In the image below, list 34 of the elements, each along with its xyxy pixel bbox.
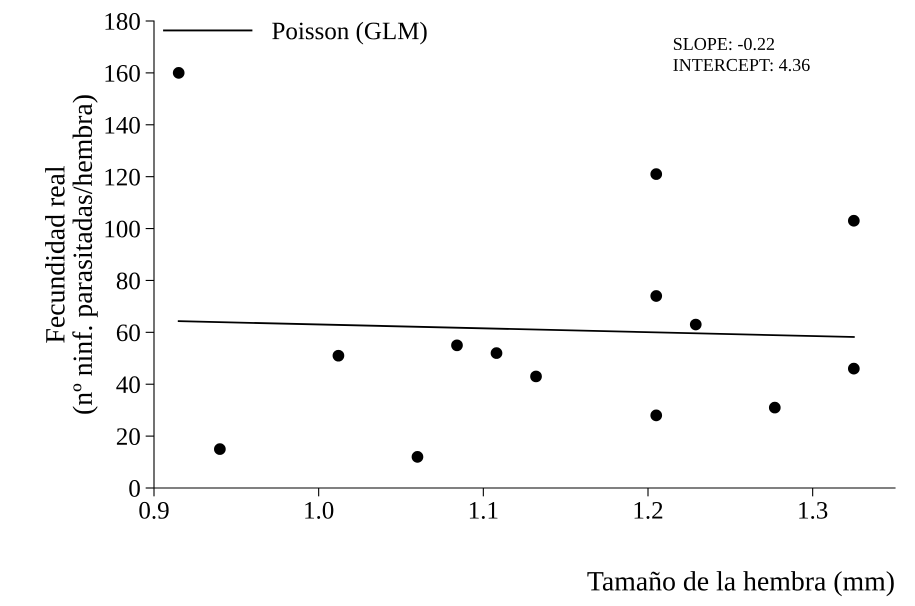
point: [451, 339, 463, 352]
x-tick-label: 1.0: [305, 502, 334, 519]
point: [650, 410, 662, 422]
legend-label: Poisson (GLM): [272, 22, 427, 44]
point: [332, 350, 344, 362]
point: [650, 168, 662, 180]
y-tick-label: 120: [106, 168, 140, 186]
y-tick-label: 100: [106, 220, 140, 238]
point: [848, 362, 860, 374]
point: [490, 347, 502, 359]
annotation: INTERCEPT: 4.36: [673, 58, 810, 72]
y-tick-label: 60: [116, 324, 140, 342]
point: [412, 451, 424, 463]
point: [650, 290, 662, 302]
y-axis-title: Fecundidad real (nº ninf. parasitadas/hembra): [45, 95, 98, 414]
y-tick-label: 180: [106, 13, 140, 30]
x-axis-title: Tamaño de la hembra (mm): [587, 571, 894, 596]
annotation: SLOPE: -0.22: [674, 38, 774, 50]
point: [172, 67, 185, 79]
point: [690, 318, 702, 330]
y-tick-label: 140: [106, 116, 140, 134]
point: [768, 402, 781, 414]
x-tick-label: 1.3: [799, 502, 828, 519]
y-tick-label: 0: [129, 480, 140, 497]
x-tick-label: 1.1: [470, 502, 498, 519]
y-tick-label: 40: [116, 376, 140, 394]
x-tick-label: 1.2: [634, 502, 662, 519]
point: [530, 370, 542, 382]
x-tick-label: 0.9: [139, 502, 169, 519]
point: [214, 443, 226, 455]
y-tick-label: 160: [106, 64, 140, 82]
y-tick-label: 80: [116, 272, 140, 290]
point: [848, 214, 860, 227]
y-tick-label: 20: [116, 428, 140, 446]
